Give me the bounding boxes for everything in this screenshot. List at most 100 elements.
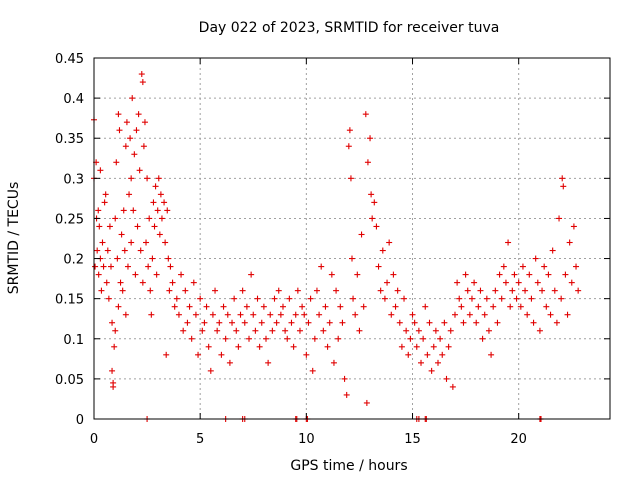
data-point — [358, 231, 365, 238]
data-point — [430, 343, 437, 350]
data-point — [477, 287, 484, 294]
data-point — [153, 271, 160, 278]
data-point — [347, 175, 354, 182]
data-point — [137, 247, 144, 254]
data-point — [530, 319, 537, 326]
data-point — [201, 319, 208, 326]
data-point — [505, 239, 512, 246]
data-point — [101, 199, 108, 206]
x-tick-label: 15 — [404, 432, 421, 447]
data-point — [282, 327, 289, 334]
data-point — [95, 207, 102, 214]
data-point — [241, 319, 248, 326]
data-point — [413, 343, 420, 350]
y-tick-label: 0 — [76, 413, 84, 428]
data-point — [134, 223, 141, 230]
data-point — [292, 311, 299, 318]
data-point — [568, 279, 575, 286]
data-point — [246, 335, 253, 342]
data-point — [271, 295, 278, 302]
data-point — [145, 263, 152, 270]
data-point — [114, 255, 121, 262]
data-point — [409, 311, 416, 318]
data-point — [528, 295, 535, 302]
data-point — [507, 303, 514, 310]
data-point — [549, 247, 556, 254]
data-point — [411, 319, 418, 326]
data-point — [460, 319, 467, 326]
data-point — [109, 319, 116, 326]
data-point — [103, 279, 110, 286]
data-point — [377, 287, 384, 294]
data-point — [390, 271, 397, 278]
data-point — [229, 319, 236, 326]
data-point — [161, 199, 168, 206]
data-point — [115, 303, 122, 310]
data-point — [392, 303, 399, 310]
data-point — [199, 327, 206, 334]
data-point — [379, 247, 386, 254]
data-point — [231, 295, 238, 302]
data-point — [186, 303, 193, 310]
data-point — [559, 175, 566, 182]
data-point — [513, 295, 520, 302]
data-point — [473, 319, 480, 326]
data-point — [575, 287, 582, 294]
data-point — [435, 359, 441, 366]
data-point — [428, 367, 435, 374]
data-point — [218, 351, 225, 358]
data-point — [556, 215, 563, 222]
data-point — [560, 183, 567, 190]
data-point — [468, 295, 475, 302]
data-point — [265, 359, 272, 366]
data-point — [195, 351, 202, 358]
data-point — [536, 327, 543, 334]
data-point — [502, 279, 509, 286]
y-tick-label: 0.15 — [55, 293, 84, 308]
data-point — [462, 271, 469, 278]
data-point — [333, 287, 340, 294]
data-point — [203, 303, 210, 310]
data-point — [243, 303, 250, 310]
data-point — [345, 143, 352, 150]
data-point — [136, 167, 143, 174]
data-point — [439, 351, 446, 358]
data-point — [158, 215, 165, 222]
data-point — [375, 263, 382, 270]
data-point — [109, 367, 116, 374]
data-point — [148, 311, 155, 318]
data-point — [490, 303, 497, 310]
data-point — [123, 119, 130, 126]
data-point — [337, 303, 344, 310]
data-point — [316, 311, 323, 318]
data-point — [494, 319, 501, 326]
data-point — [356, 327, 363, 334]
data-point — [128, 239, 135, 246]
data-point — [157, 191, 164, 198]
data-point — [303, 351, 310, 358]
data-point — [456, 295, 463, 302]
data-point — [260, 303, 267, 310]
data-point — [309, 367, 316, 374]
data-point — [112, 327, 119, 334]
data-point — [117, 279, 124, 286]
data-point — [498, 295, 505, 302]
data-point — [466, 311, 473, 318]
data-point — [129, 95, 136, 102]
data-point — [239, 287, 246, 294]
chart-title: Day 022 of 2023, SRMTID for receiver tuv… — [199, 20, 500, 36]
data-point — [116, 127, 123, 134]
data-point — [197, 295, 204, 302]
data-point — [192, 311, 199, 318]
data-point — [256, 343, 263, 350]
data-point — [485, 327, 492, 334]
data-point — [154, 207, 161, 214]
data-point — [286, 295, 293, 302]
data-point — [226, 359, 233, 366]
data-point — [322, 303, 329, 310]
data-point — [182, 287, 189, 294]
y-tick-label: 0.45 — [55, 52, 84, 67]
data-point — [362, 111, 369, 118]
data-point — [150, 199, 157, 206]
data-point — [363, 399, 370, 406]
